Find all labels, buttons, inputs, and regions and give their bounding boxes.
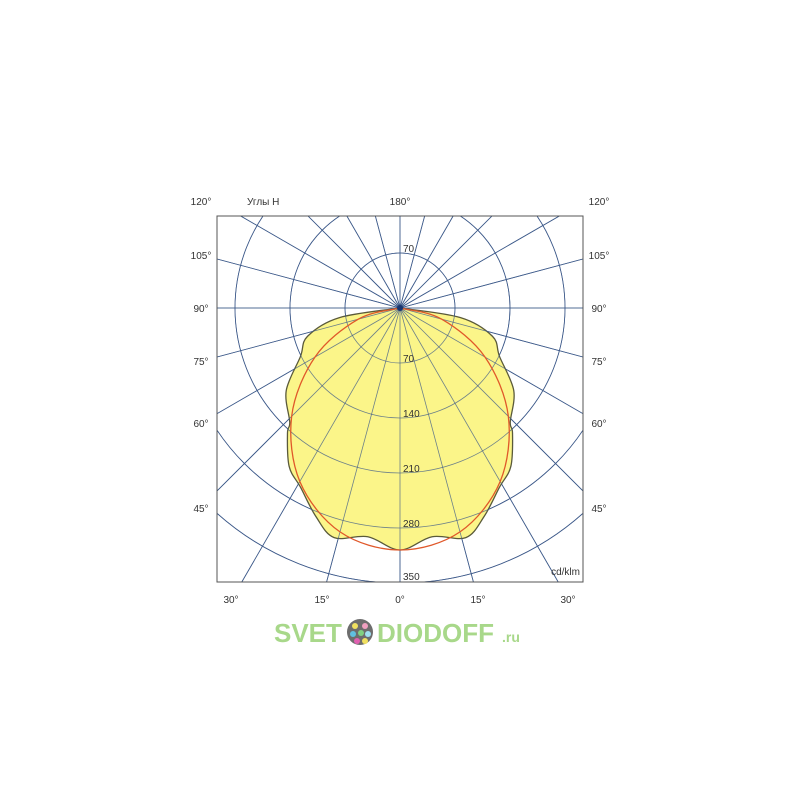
center-point	[397, 305, 403, 311]
grid-spoke	[399, 216, 426, 309]
angle-label: 105°	[589, 251, 610, 262]
grid-spoke	[399, 307, 474, 582]
angle-label: 0°	[395, 595, 405, 606]
radial-tick-label: 210	[403, 464, 420, 475]
grid-spoke	[217, 258, 401, 309]
angle-label: 90°	[193, 304, 208, 315]
angle-label: 90°	[591, 304, 606, 315]
grid-spoke	[326, 307, 401, 582]
unit-label: cd/klm	[551, 567, 580, 578]
radial-tick-label: 70	[403, 244, 415, 255]
grid-spoke	[240, 216, 401, 309]
grid-spoke	[307, 216, 401, 309]
logo-text-left: SVET	[274, 618, 342, 648]
radial-tick-label: 70	[403, 354, 415, 365]
angle-label: 30°	[560, 595, 575, 606]
right-angle-labels: 120° 105° 90° 75° 60° 45°	[589, 197, 610, 515]
angle-label: 60°	[193, 419, 208, 430]
angle-label: 105°	[191, 251, 212, 262]
grid-spoke	[241, 307, 401, 582]
grid-spoke	[399, 216, 493, 309]
radial-tick-label: 350	[403, 572, 420, 583]
angle-label: 120°	[191, 197, 212, 208]
angle-label: 75°	[591, 357, 606, 368]
grid-spoke	[399, 307, 559, 582]
angle-label: 120°	[589, 197, 610, 208]
radial-tick-labels: 70 70 140 210 280 350	[403, 244, 420, 583]
grid-spoke	[346, 216, 401, 309]
grid-spoke	[399, 307, 583, 358]
radial-tick-label: 280	[403, 519, 420, 530]
grid-spoke	[399, 307, 583, 415]
curves	[217, 216, 583, 582]
angle-label: 75°	[193, 357, 208, 368]
intensity-curve-2	[290, 307, 510, 551]
angle-label: 15°	[470, 595, 485, 606]
grid-spoke	[217, 307, 401, 358]
logo-text-right: DIODOFF	[377, 618, 494, 648]
grid-spoke	[399, 258, 583, 309]
top-angle-label: 180°	[390, 197, 411, 208]
grid-spoke	[374, 216, 401, 309]
angle-label: 45°	[193, 504, 208, 515]
grid-spoke	[217, 307, 401, 415]
logo-suffix: .ru	[502, 629, 520, 645]
grid-spoke	[217, 307, 401, 492]
plot-frame	[216, 215, 584, 583]
radial-tick-label: 140	[403, 409, 420, 420]
logo-dots-icon	[347, 619, 373, 645]
angle-label: 60°	[591, 419, 606, 430]
grid-spoke	[399, 307, 583, 492]
angle-label: 30°	[223, 595, 238, 606]
polar-grid-overlay	[217, 216, 583, 582]
logo-watermark: SVET DIODOFF .ru	[274, 618, 520, 648]
bottom-angle-labels: 30° 15° 0° 15° 30°	[223, 595, 575, 606]
grid-spoke	[399, 216, 560, 309]
left-angle-labels: 120° 105° 90° 75° 60° 45°	[191, 197, 212, 515]
angle-label: 45°	[591, 504, 606, 515]
angle-label: 15°	[314, 595, 329, 606]
angle-axis-title: Углы H	[247, 197, 279, 208]
grid-spoke	[399, 216, 454, 309]
